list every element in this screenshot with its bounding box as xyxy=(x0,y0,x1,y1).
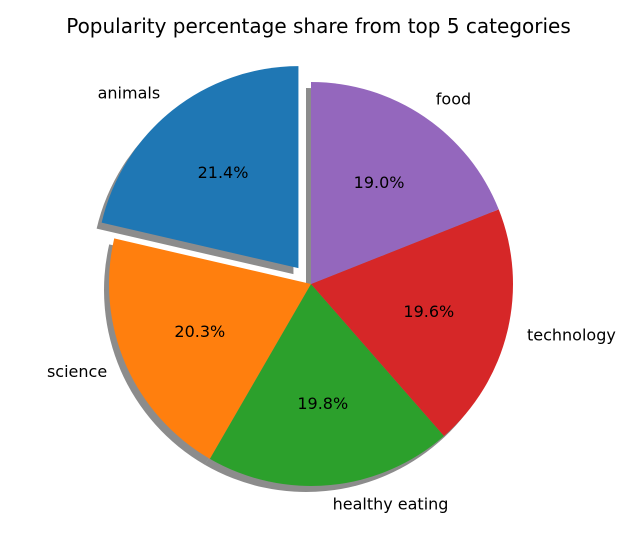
slice-percent-technology: 19.6% xyxy=(403,302,454,321)
pie-slice-technology xyxy=(311,209,513,437)
slice-label-animals: animals xyxy=(98,84,161,103)
slice-percent-food: 19.0% xyxy=(354,173,405,192)
slice-layer xyxy=(101,66,513,486)
slice-label-technology: technology xyxy=(527,326,616,345)
pie-slice-food xyxy=(311,81,499,284)
slice-percent-science: 20.3% xyxy=(174,322,225,341)
pie-slice-animals xyxy=(101,66,299,269)
label-layer: animals 21.4% science 20.3% healthy eating 19… xyxy=(47,84,616,514)
slice-label-science: science xyxy=(47,362,107,381)
pie-slice-science xyxy=(109,238,312,459)
slice-label-healthy-eating: healthy eating xyxy=(333,495,449,514)
slice-percent-animals: 21.4% xyxy=(198,163,249,182)
pie-slice-healthy-eating xyxy=(209,284,444,486)
chart-title: Popularity percentage share from top 5 c… xyxy=(66,14,571,38)
slice-label-food: food xyxy=(436,90,471,109)
slice-percent-healthy-eating: 19.8% xyxy=(297,394,348,413)
